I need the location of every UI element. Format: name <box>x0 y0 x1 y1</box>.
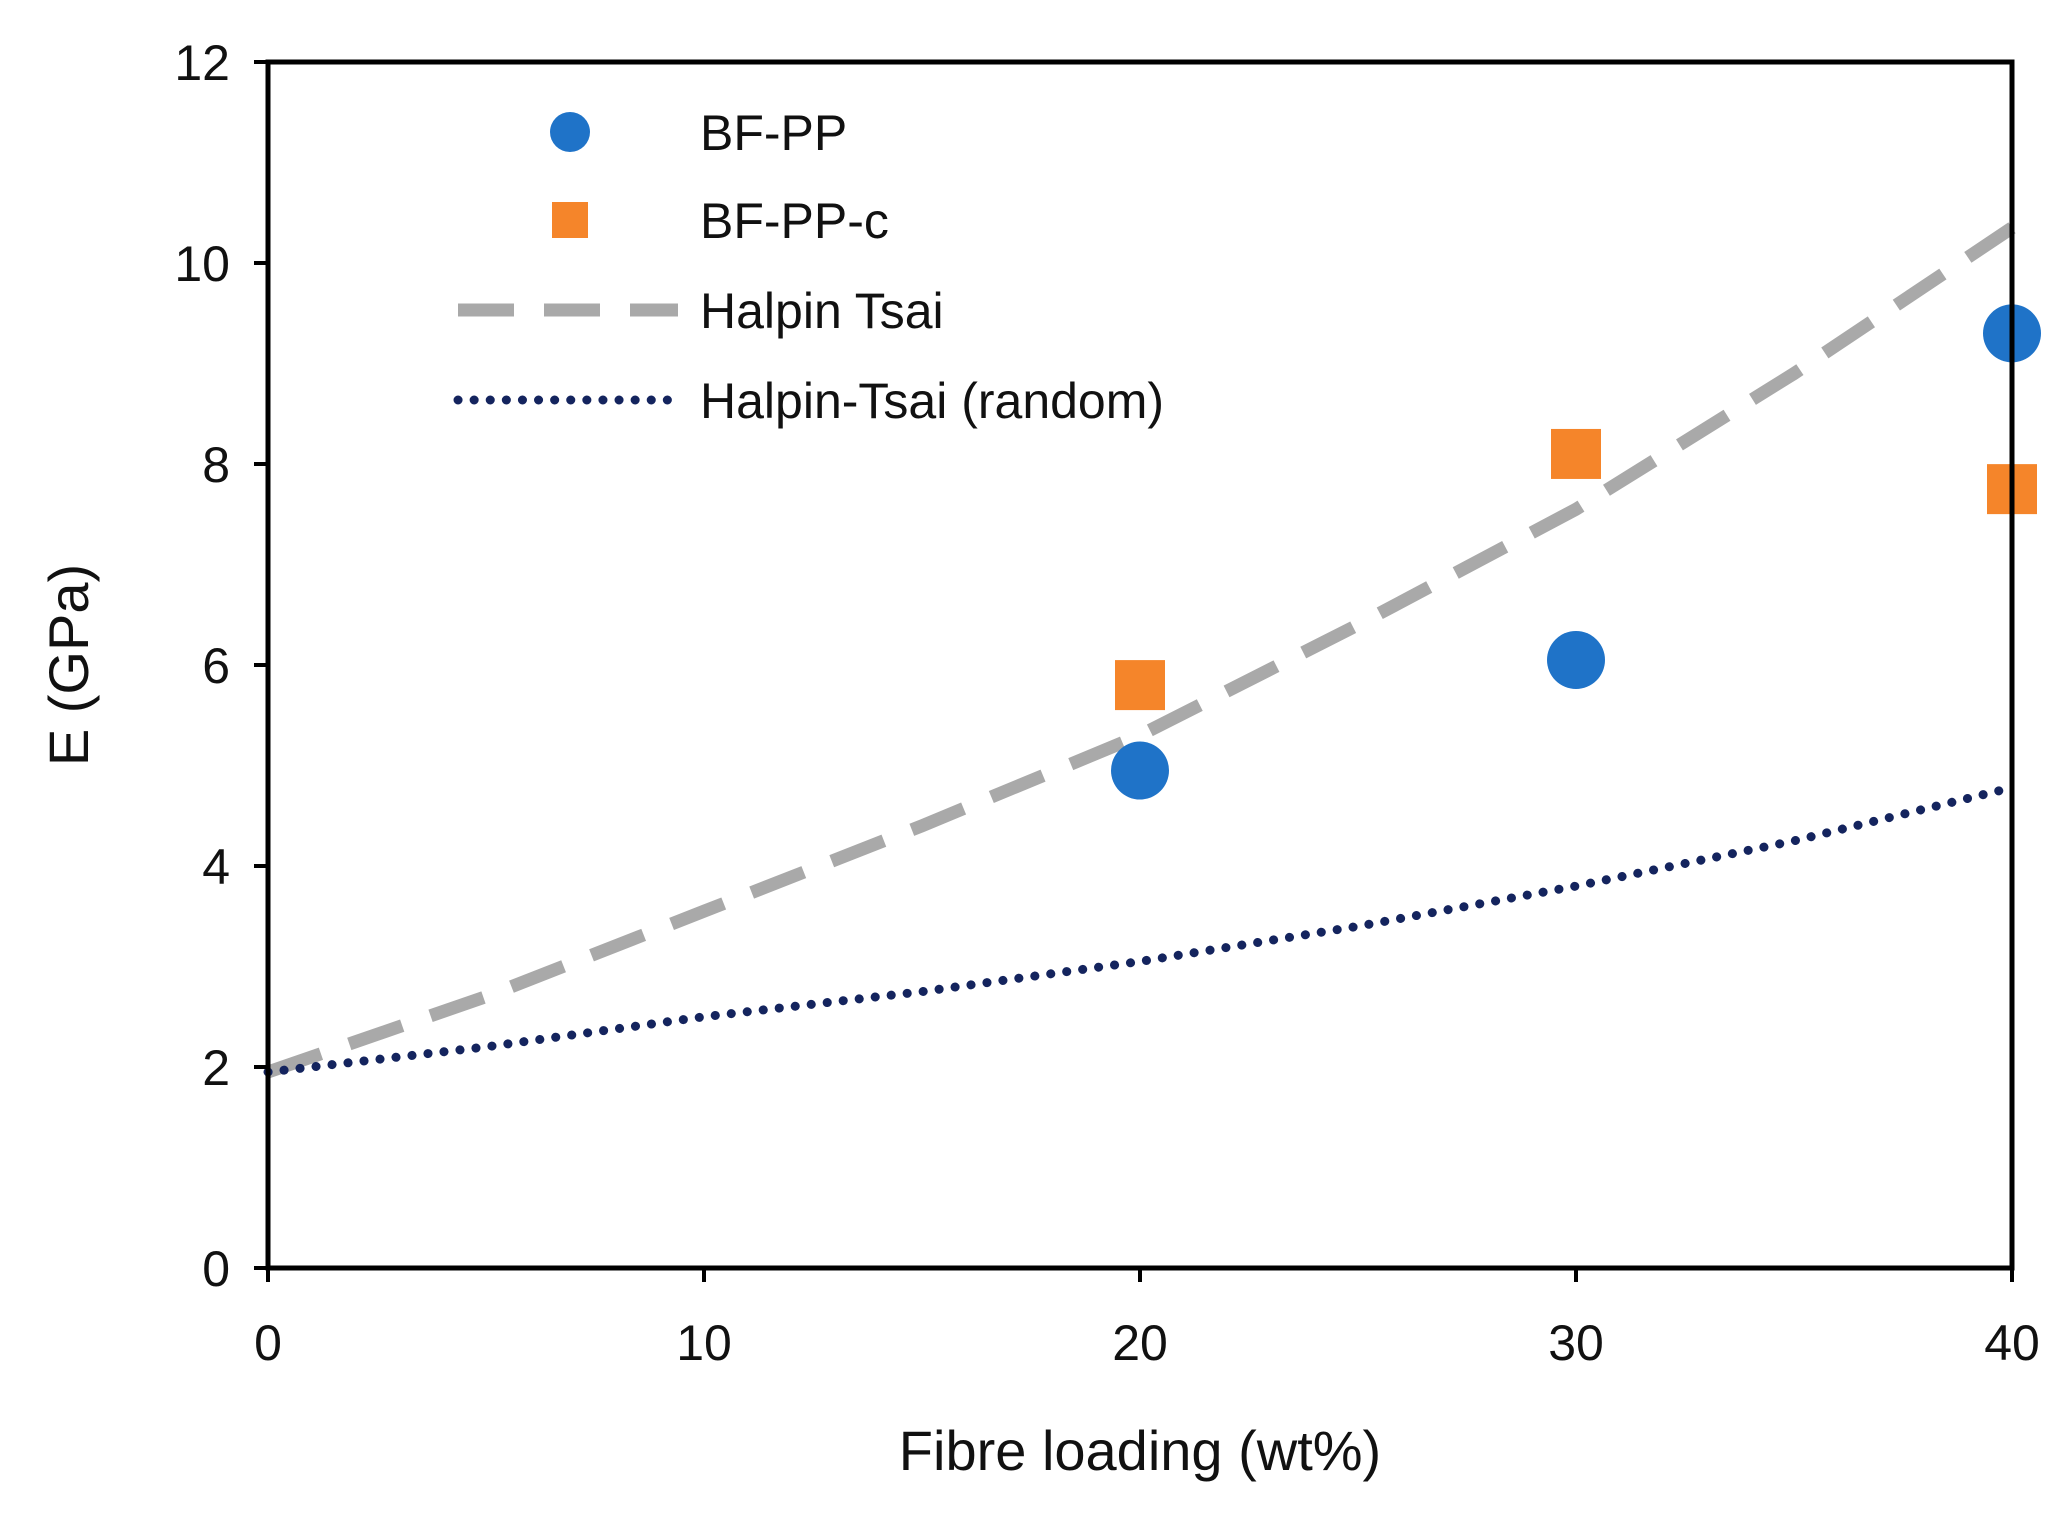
x-tick-label: 0 <box>254 1315 282 1371</box>
legend-swatch-bf-pp-c <box>552 202 588 238</box>
x-axis-title: Fibre loading (wt%) <box>899 1419 1381 1482</box>
series-markers <box>1111 304 2041 800</box>
y-axis-title: E (GPa) <box>37 564 100 766</box>
legend-label-bf-pp-c: BF-PP-c <box>700 193 889 249</box>
y-tick-label: 4 <box>202 839 230 895</box>
series-lines <box>263 222 2017 1079</box>
y-tick-label: 6 <box>202 638 230 694</box>
x-tick-label: 30 <box>1548 1315 1604 1371</box>
data-point-bf-pp <box>1111 741 1169 800</box>
data-point-bf-pp-c <box>1115 660 1165 711</box>
legend-swatch-bf-pp <box>550 112 590 152</box>
y-tick-label: 0 <box>202 1241 230 1297</box>
x-tick-label: 10 <box>676 1315 732 1371</box>
x-tick-label: 40 <box>1984 1315 2040 1371</box>
legend: BF-PP BF-PP-c Halpin Tsai Halpin-Tsai (rand… <box>453 105 1164 429</box>
x-tick-label: 20 <box>1112 1315 1168 1371</box>
legend-label-halpin-tsai: Halpin Tsai <box>700 283 944 339</box>
axis-ticks: 0 10 20 30 40 0 2 4 6 8 10 12 <box>174 35 2039 1371</box>
series-line-halpin-tsai-random <box>263 783 2017 1077</box>
series-line-halpin-tsai <box>265 222 2016 1079</box>
y-tick-label: 2 <box>202 1040 230 1096</box>
y-tick-label: 12 <box>174 35 230 91</box>
data-point-bf-pp-c <box>1551 428 1601 479</box>
y-tick-label: 8 <box>202 437 230 493</box>
legend-label-bf-pp: BF-PP <box>700 105 847 161</box>
legend-label-halpin-tsai-random: Halpin-Tsai (random) <box>700 373 1164 429</box>
data-point-bf-pp <box>1547 630 1605 689</box>
y-tick-label: 10 <box>174 236 230 292</box>
